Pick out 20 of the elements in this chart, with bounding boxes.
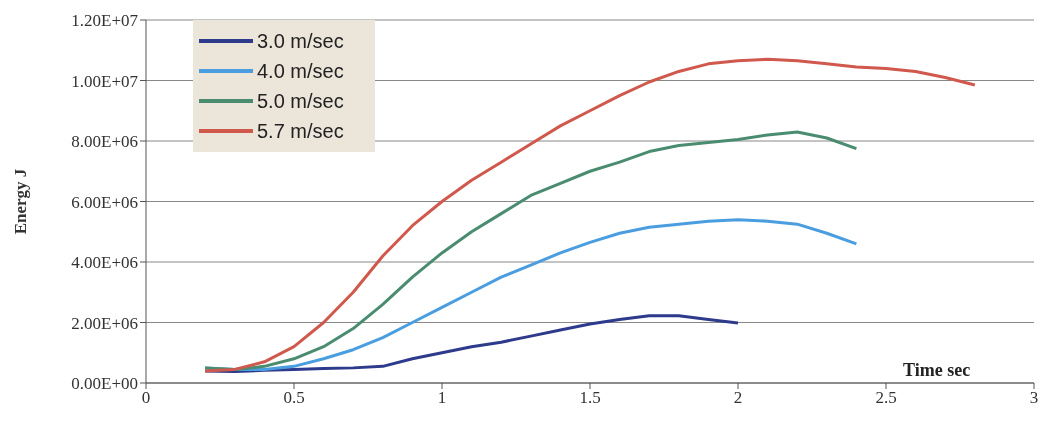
y-tick-label: 1.00E+07 [71, 71, 139, 91]
y-tick-label: 2.00E+06 [71, 313, 138, 333]
y-tick-label: 1.20E+07 [71, 11, 139, 31]
x-tick-label: 3 [1029, 388, 1039, 408]
x-tick-label: 2 [733, 388, 743, 408]
y-tick-label: 0.00E+00 [71, 374, 138, 394]
x-tick-label: 0 [141, 388, 151, 408]
legend-label: 3.0 m/sec [257, 29, 344, 54]
legend-label: 5.0 m/sec [257, 89, 344, 114]
legend-label: 4.0 m/sec [257, 59, 344, 84]
x-tick-label: 2.5 [875, 388, 897, 408]
x-tick-label: 0.5 [283, 388, 305, 408]
y-tick-label: 6.00E+06 [71, 192, 138, 212]
y-tick-label: 4.00E+06 [71, 253, 138, 273]
y-axis-title: Energy J [11, 168, 31, 235]
x-tick-label: 1.5 [579, 388, 601, 408]
y-tick-label: 8.00E+06 [71, 132, 138, 152]
legend-label: 5.7 m/sec [257, 119, 344, 144]
x-axis-title: Time sec [903, 360, 971, 381]
x-tick-label: 1 [437, 388, 447, 408]
